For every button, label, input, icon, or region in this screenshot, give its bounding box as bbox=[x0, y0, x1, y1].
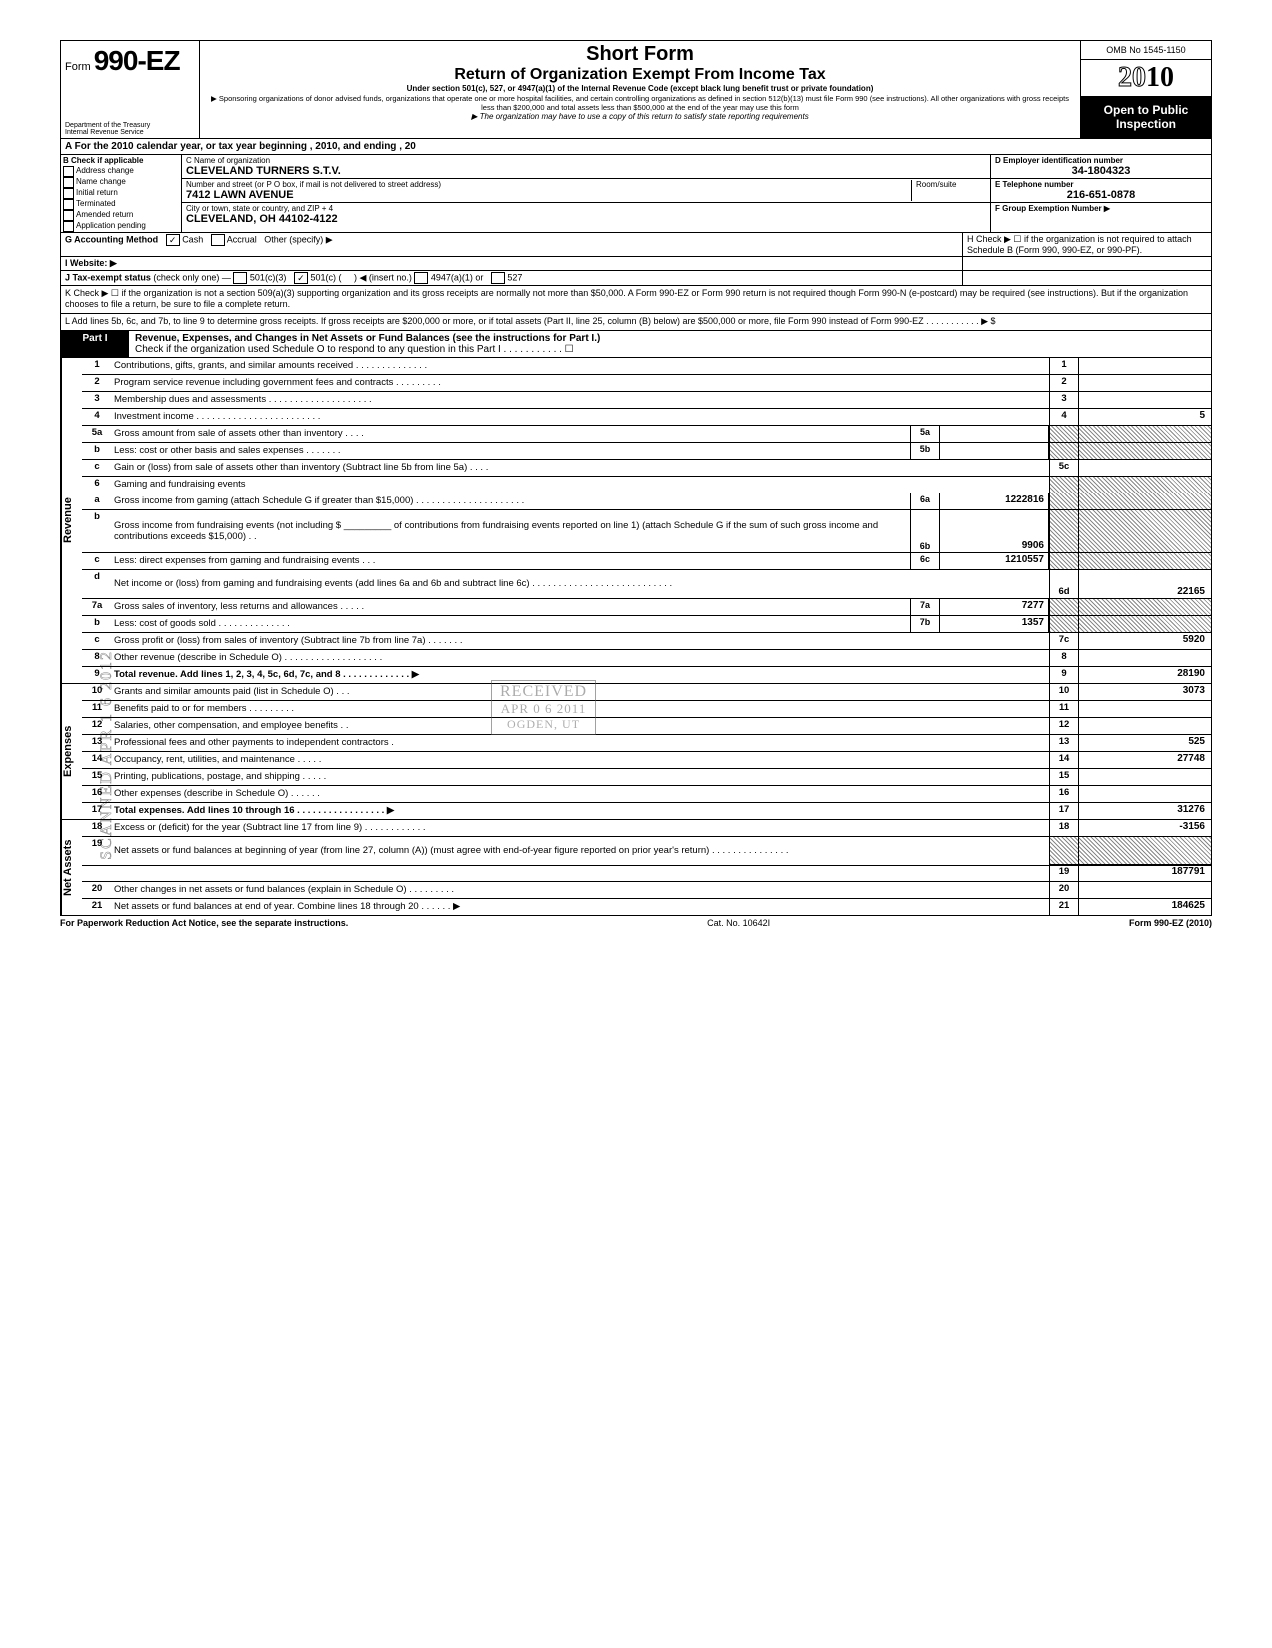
page-footer: For Paperwork Reduction Act Notice, see … bbox=[60, 916, 1212, 930]
checkbox-501c3[interactable] bbox=[233, 272, 247, 284]
open-to-public: Open to Public Inspection bbox=[1081, 97, 1211, 138]
part-1-title: Revenue, Expenses, and Changes in Net As… bbox=[135, 333, 600, 344]
section-bcdef: B Check if applicable Address change Nam… bbox=[60, 155, 1212, 233]
room-label: Room/suite bbox=[916, 180, 986, 189]
label-terminated: Terminated bbox=[76, 199, 116, 209]
checkbox-terminated[interactable] bbox=[63, 199, 74, 210]
part-1-sub: Check if the organization used Schedule … bbox=[135, 344, 574, 355]
expenses-section: Expenses 10Grants and similar amounts pa… bbox=[60, 684, 1212, 820]
cat-no: Cat. No. 10642I bbox=[707, 918, 770, 928]
revenue-section: Revenue 1Contributions, gifts, grants, a… bbox=[60, 358, 1212, 684]
checkbox-address-change[interactable] bbox=[63, 166, 74, 177]
net-assets-side-label: Net Assets bbox=[61, 820, 82, 915]
tel-value: 216-651-0878 bbox=[995, 189, 1207, 201]
street-value: 7412 LAWN AVENUE bbox=[186, 189, 911, 201]
row-k: K Check ▶ ☐ if the organization is not a… bbox=[60, 286, 1212, 314]
expenses-side-label: Expenses bbox=[61, 684, 82, 819]
short-form-title: Short Form bbox=[208, 43, 1072, 66]
group-exemption-label: F Group Exemption Number ▶ bbox=[995, 204, 1207, 213]
line-a: A For the 2010 calendar year, or tax yea… bbox=[60, 138, 1212, 155]
label-amended: Amended return bbox=[76, 210, 133, 220]
section-b-header: B Check if applicable bbox=[61, 155, 181, 166]
org-name-label: C Name of organization bbox=[186, 156, 986, 165]
street-label: Number and street (or P O box, if mail i… bbox=[186, 180, 911, 189]
checkbox-amended[interactable] bbox=[63, 210, 74, 221]
revenue-side-label: Revenue bbox=[61, 358, 82, 683]
subtitle-3: ▶ The organization may have to use a cop… bbox=[208, 112, 1072, 121]
paperwork-notice: For Paperwork Reduction Act Notice, see … bbox=[60, 918, 348, 928]
row-h: H Check ▶ ☐ if the organization is not r… bbox=[962, 233, 1211, 256]
dept-treasury: Department of the Treasury Internal Reve… bbox=[65, 122, 195, 136]
label-name-change: Name change bbox=[76, 177, 126, 187]
label-application-pending: Application pending bbox=[76, 221, 146, 231]
label-address-change: Address change bbox=[76, 166, 134, 176]
part-1-header: Part I Revenue, Expenses, and Changes in… bbox=[60, 331, 1212, 358]
subtitle-2: ▶ Sponsoring organizations of donor advi… bbox=[208, 94, 1072, 112]
checkbox-name-change[interactable] bbox=[63, 177, 74, 188]
ein-label: D Employer identification number bbox=[995, 156, 1207, 165]
city-label: City or town, state or country, and ZIP … bbox=[186, 204, 986, 213]
tel-label: E Telephone number bbox=[995, 180, 1207, 189]
row-j: J Tax-exempt status (check only one) — 5… bbox=[61, 271, 962, 285]
rows-ghij: G Accounting Method ✓ Cash Accrual Other… bbox=[60, 233, 1212, 286]
form-ref: Form 990-EZ (2010) bbox=[1129, 918, 1212, 928]
omb-number: OMB No 1545-1150 bbox=[1081, 41, 1211, 60]
checkbox-501c[interactable]: ✓ bbox=[294, 272, 308, 284]
org-name: CLEVELAND TURNERS S.T.V. bbox=[186, 165, 986, 177]
checkbox-initial-return[interactable] bbox=[63, 188, 74, 199]
label-initial-return: Initial return bbox=[76, 188, 118, 198]
checkbox-527[interactable] bbox=[491, 272, 505, 284]
checkbox-4947[interactable] bbox=[414, 272, 428, 284]
received-stamp: RECEIVED APR 0 6 2011 OGDEN, UT bbox=[491, 680, 596, 735]
part-1-label: Part I bbox=[61, 331, 129, 357]
row-l: L Add lines 5b, 6c, and 7b, to line 9 to… bbox=[60, 314, 1212, 331]
subtitle-1: Under section 501(c), 527, or 4947(a)(1)… bbox=[208, 84, 1072, 94]
city-value: CLEVELAND, OH 44102-4122 bbox=[186, 213, 986, 225]
checkbox-accrual[interactable] bbox=[211, 234, 225, 246]
net-assets-section: Net Assets 18Excess or (deficit) for the… bbox=[60, 820, 1212, 916]
form-number: Form 990-EZ bbox=[65, 45, 195, 77]
checkbox-cash[interactable]: ✓ bbox=[166, 234, 180, 246]
tax-year: 2010 bbox=[1081, 60, 1211, 97]
form-header: Form 990-EZ Department of the Treasury I… bbox=[60, 40, 1212, 138]
row-g: G Accounting Method ✓ Cash Accrual Other… bbox=[61, 233, 962, 256]
checkbox-application-pending[interactable] bbox=[63, 221, 74, 232]
row-i: I Website: ▶ bbox=[61, 257, 962, 270]
ein-value: 34-1804323 bbox=[995, 165, 1207, 177]
return-title: Return of Organization Exempt From Incom… bbox=[208, 66, 1072, 84]
